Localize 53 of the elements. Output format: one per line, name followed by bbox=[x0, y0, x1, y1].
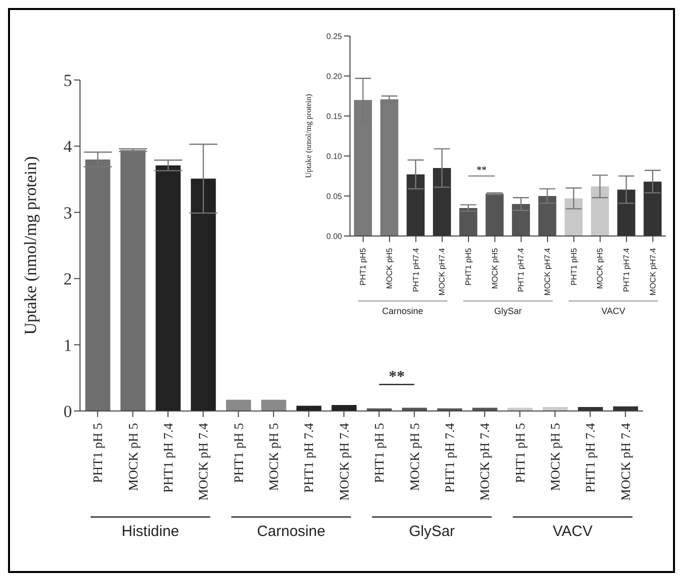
y-tick-label: 0.05 bbox=[326, 192, 343, 201]
x-tick-label: PHT1 pH7.4 bbox=[411, 247, 420, 292]
text: Carnosine bbox=[256, 523, 326, 540]
x-tick-label: MOCK pH 5 bbox=[125, 423, 140, 491]
x-tick-label: PHT1 pH 7.4 bbox=[301, 422, 316, 493]
x-tick-label: PHT1 pH 5 bbox=[512, 423, 528, 483]
x-tick-label: PHT1 pH5 bbox=[569, 247, 578, 286]
text: VACV bbox=[552, 523, 592, 540]
x-tick-label: PHT1 pH 5 bbox=[90, 423, 106, 483]
x-tick-label: MOCK pH 7.4 bbox=[196, 422, 211, 501]
x-tick-label: PHT1 pH 7.4 bbox=[442, 422, 457, 493]
x-tick-label: MOCK pH7.4 bbox=[648, 247, 658, 296]
x-tick-label: PHT1 pH7.4 bbox=[622, 247, 631, 292]
y-tick-label: 0.00 bbox=[326, 232, 343, 241]
significance-bracket: ** bbox=[379, 368, 414, 386]
y-tick-label: 5 bbox=[64, 71, 72, 90]
y-tick-label: 0.25 bbox=[326, 32, 343, 41]
y-tick-label: 4 bbox=[64, 137, 72, 156]
y-tick-label: 3 bbox=[64, 203, 72, 222]
x-tick-label: MOCK pH5 bbox=[385, 247, 394, 289]
text: Histidine bbox=[122, 523, 180, 540]
y-axis-title: Uptake (nmol/mg protein) bbox=[304, 94, 313, 178]
x-tick-label: PHT1 pH 7.4 bbox=[160, 422, 176, 493]
x-tick-label: MOCK pH7.4 bbox=[543, 247, 552, 296]
y-tick-label: 0.15 bbox=[326, 112, 343, 121]
x-tick-label: MOCK pH5 bbox=[490, 247, 500, 289]
y-tick-label: 2 bbox=[64, 270, 72, 289]
significance-bracket: ** bbox=[468, 165, 495, 177]
annotation: ** bbox=[388, 368, 405, 386]
x-tick-label: MOCK pH 5 bbox=[406, 423, 422, 491]
annotation: VACV bbox=[601, 306, 626, 316]
x-tick-label: MOCK pH 5 bbox=[266, 423, 282, 491]
x-tick-label: PHT1 pH7.4 bbox=[516, 247, 526, 292]
x-tick-label: MOCK pH 7.4 bbox=[336, 422, 352, 501]
y-tick-label: 0.10 bbox=[326, 152, 343, 161]
annotation: GlySar bbox=[494, 306, 522, 316]
y-tick-label: 1 bbox=[64, 336, 72, 355]
x-tick-label: MOCK pH 5 bbox=[548, 423, 563, 491]
x-tick-label: MOCK pH 7.4 bbox=[618, 422, 633, 501]
annotation: ** bbox=[476, 165, 487, 176]
x-tick-label: MOCK pH5 bbox=[596, 247, 605, 289]
annotation: Carnosine bbox=[382, 306, 424, 316]
y-axis-title: Uptake (nmol/mg protein) bbox=[21, 156, 40, 335]
x-tick-label: PHT1 pH5 bbox=[464, 247, 473, 286]
text: GlySar bbox=[408, 523, 455, 540]
y-tick-label: 0.20 bbox=[326, 72, 343, 81]
x-tick-label: PHT1 pH5 bbox=[358, 247, 368, 286]
x-tick-label: MOCK pH 7.4 bbox=[477, 422, 492, 501]
x-tick-label: PHT1 pH 5 bbox=[372, 423, 387, 483]
x-tick-label: MOCK pH7.4 bbox=[438, 247, 447, 296]
x-tick-label: PHT1 pH 7.4 bbox=[582, 422, 598, 493]
x-tick-label: PHT1 pH 5 bbox=[230, 423, 246, 483]
y-tick-label: 0 bbox=[64, 402, 72, 422]
